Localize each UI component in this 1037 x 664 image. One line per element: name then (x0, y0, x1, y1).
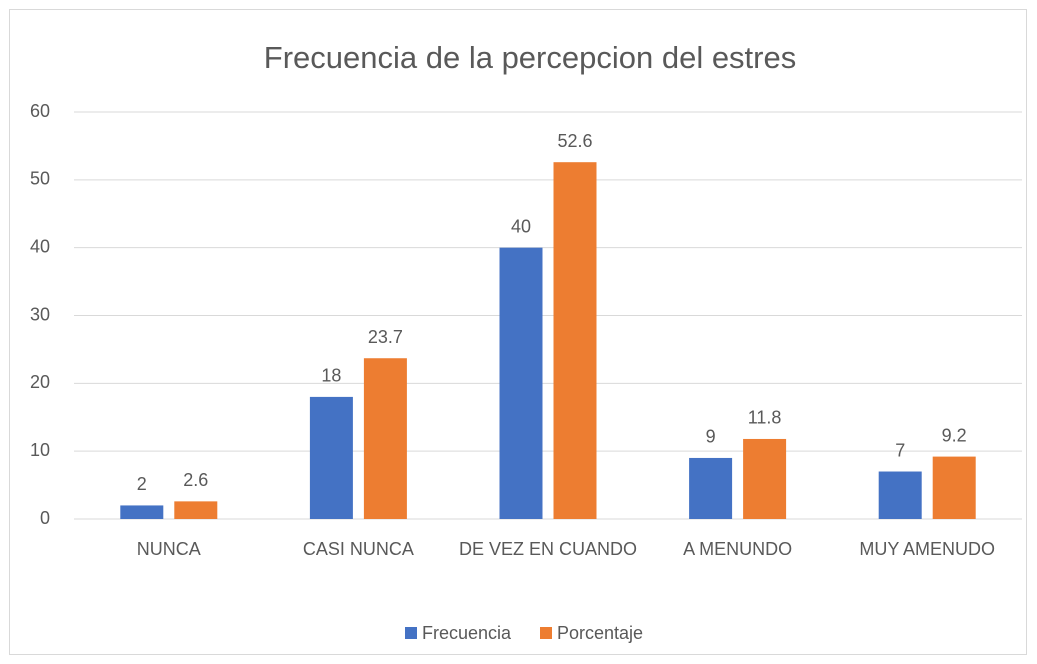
data-label: 23.7 (368, 327, 403, 347)
y-tick-label: 10 (30, 440, 50, 460)
x-tick-label-box: A MENUNDO (683, 539, 793, 559)
x-tick-label: MUY AMENUDO (859, 539, 996, 559)
data-label: 52.6 (557, 131, 592, 151)
y-tick-label: 20 (30, 372, 50, 392)
x-tick-label-box: CASI NUNCA (302, 539, 414, 559)
bar (878, 471, 922, 519)
y-tick-label: 40 (30, 236, 50, 256)
legend-swatch (540, 627, 552, 639)
bar (120, 505, 164, 519)
data-label: 7 (895, 440, 905, 460)
bar (363, 358, 407, 519)
x-tick-label: DE VEZ EN CUANDO (458, 539, 637, 559)
legend-label: Frecuencia (422, 623, 512, 643)
x-tick-label-box: MUY AMENUDO (859, 539, 996, 559)
bar (309, 396, 353, 519)
x-tick-label: CASI NUNCA (302, 539, 414, 559)
data-label: 9 (706, 427, 716, 447)
bar (174, 501, 218, 519)
x-tick-label-box: NUNCA (136, 539, 201, 559)
bar (499, 247, 543, 519)
data-label: 11.8 (748, 408, 782, 428)
chart-title: Frecuencia de la percepcion del estres (264, 40, 796, 75)
data-label: 18 (321, 366, 341, 386)
bar (932, 456, 976, 519)
bar (743, 438, 787, 519)
bar (689, 457, 733, 519)
data-label: 40 (511, 216, 531, 236)
y-tick-label: 0 (40, 508, 50, 528)
data-label: 2.6 (183, 470, 208, 490)
data-label: 2 (137, 474, 147, 494)
y-tick-label: 50 (30, 169, 50, 189)
x-tick-label: A MENUNDO (683, 539, 793, 559)
y-tick-label: 60 (30, 101, 50, 121)
legend-swatch (405, 627, 417, 639)
legend-label: Porcentaje (557, 623, 643, 643)
x-tick-label-box: DE VEZ EN CUANDO (458, 539, 637, 559)
x-tick-label: NUNCA (136, 539, 201, 559)
data-label: 9.2 (942, 425, 967, 445)
bar (553, 162, 597, 520)
y-tick-label: 30 (30, 304, 50, 324)
